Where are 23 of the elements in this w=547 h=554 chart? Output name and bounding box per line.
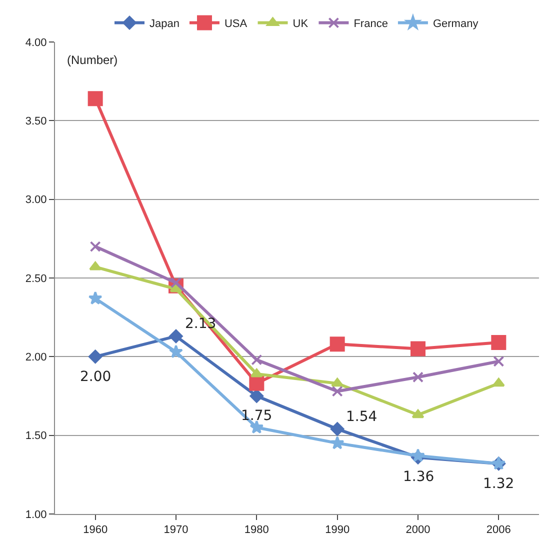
x-tick-label: 1990 — [325, 524, 350, 536]
data-label: 1.36 — [403, 469, 434, 485]
y-tick-label: 1.50 — [25, 430, 47, 442]
y-tick-label: 1.00 — [25, 508, 47, 521]
x-tick-label: 1980 — [244, 524, 269, 536]
data-label: 1.32 — [483, 476, 514, 492]
legend-label: USA — [224, 18, 248, 30]
x-tick-label: 2006 — [486, 524, 511, 536]
data-label: 1.54 — [346, 409, 378, 425]
y-axis-title: (Number) — [67, 53, 118, 67]
x-tick-label: 2000 — [406, 524, 430, 536]
x-tick-label: 1970 — [164, 524, 188, 536]
legend-label: UK — [292, 18, 309, 30]
legend-label: Germany — [432, 18, 479, 30]
y-tick-label: 4.00 — [25, 36, 47, 49]
x-tick-label: 1960 — [83, 524, 108, 536]
legend-label: France — [354, 18, 388, 30]
data-label: 2.00 — [80, 369, 112, 385]
y-tick-label: 2.50 — [25, 272, 47, 285]
y-tick-label: 3.00 — [25, 194, 47, 206]
legend-label: Japan — [150, 18, 180, 30]
y-tick-label: 3.50 — [25, 116, 47, 128]
y-tick-label: 2.00 — [25, 352, 47, 364]
